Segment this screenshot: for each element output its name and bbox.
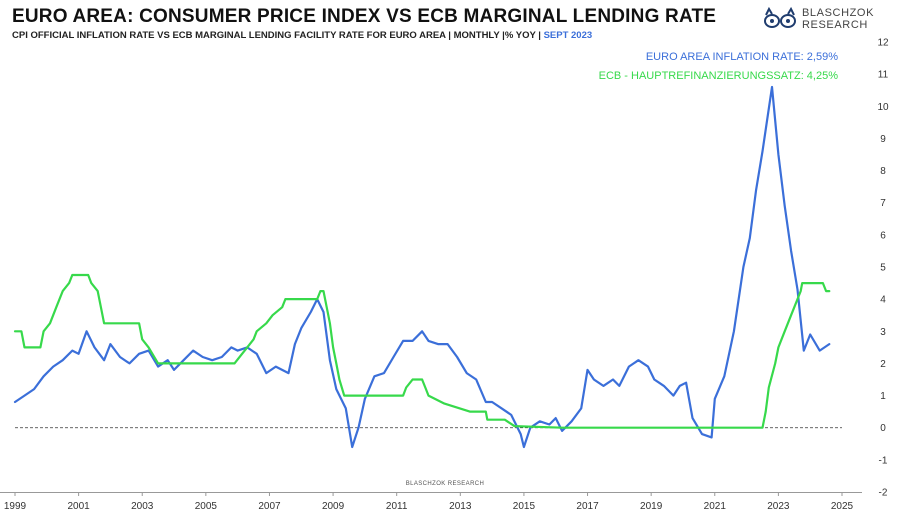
x-tick-label: 2013 <box>449 501 472 512</box>
logo-line-2: RESEARCH <box>802 19 868 31</box>
x-tick-label: 2007 <box>258 501 281 512</box>
x-tick-label: 2005 <box>195 501 218 512</box>
legend-inflation: EURO AREA INFLATION RATE: 2,59% <box>645 51 838 63</box>
x-tick-label: 2019 <box>640 501 663 512</box>
y-tick-label: 3 <box>880 327 886 338</box>
x-tick-label: 1999 <box>4 501 27 512</box>
brand-logo: BLASCHZOK RESEARCH <box>762 4 897 32</box>
x-tick-label: 2025 <box>831 501 854 512</box>
subtitle-date: SEPT 2023 <box>543 30 593 41</box>
y-tick-label: 7 <box>880 198 886 209</box>
y-tick-label: 9 <box>880 134 886 145</box>
legend-ecb: ECB - HAUPTREFINANZIERUNGSSATZ: 4,25% <box>598 70 838 82</box>
y-tick-label: 12 <box>877 38 889 49</box>
y-tick-label: 10 <box>877 102 889 113</box>
x-tick-label: 2021 <box>704 501 727 512</box>
x-tick-label: 2011 <box>386 501 408 512</box>
y-tick-label: 0 <box>880 423 886 434</box>
y-tick-label: 5 <box>880 263 886 274</box>
y-tick-label: 11 <box>878 70 889 81</box>
bull-bear-icon <box>764 6 796 28</box>
x-tick-label: 2023 <box>767 501 790 512</box>
x-tick-label: 2015 <box>513 501 536 512</box>
y-tick-label: -1 <box>879 455 888 466</box>
logo-line-1: BLASCHZOK <box>802 7 875 19</box>
watermark: BLASCHZOK RESEARCH <box>406 481 485 487</box>
y-tick-label: 1 <box>880 391 886 402</box>
series-line-inflation <box>13 85 831 449</box>
y-tick-label: 4 <box>880 295 886 306</box>
x-tick-label: 2001 <box>67 501 90 512</box>
x-tick-label: 2017 <box>576 501 599 512</box>
y-tick-label: 8 <box>880 166 886 177</box>
y-tick-label: 6 <box>880 230 886 241</box>
y-tick-label: -2 <box>879 488 888 499</box>
chart-subtitle: CPI OFFICIAL INFLATION RATE VS ECB MARGI… <box>12 30 592 41</box>
series-line-ecb <box>13 273 831 429</box>
subtitle-text: CPI OFFICIAL INFLATION RATE VS ECB MARGI… <box>12 30 541 41</box>
chart-title: EURO AREA: CONSUMER PRICE INDEX VS ECB M… <box>12 6 717 27</box>
y-tick-label: 2 <box>880 359 886 370</box>
x-tick-label: 2009 <box>322 501 345 512</box>
x-tick-label: 2003 <box>131 501 154 512</box>
